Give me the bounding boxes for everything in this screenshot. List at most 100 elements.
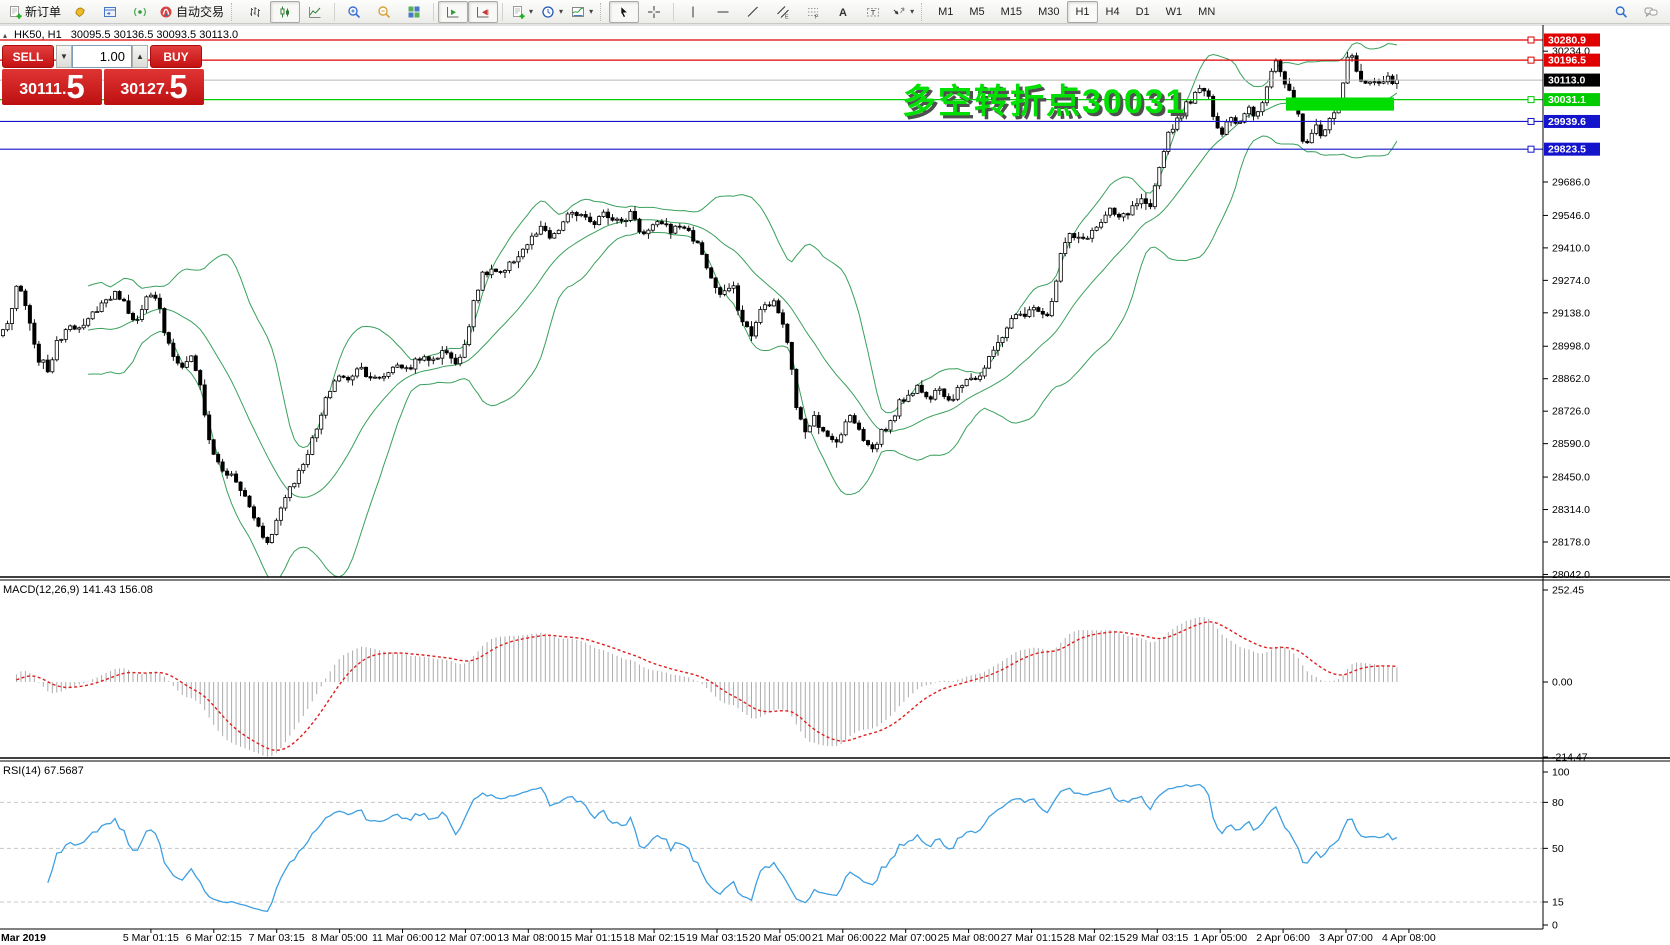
chart-shift-button[interactable] <box>468 0 499 23</box>
tile-windows-button[interactable] <box>399 1 429 23</box>
pivot-highlight-bar[interactable] <box>1286 97 1394 111</box>
time-axis-label: 19 Mar 03:15 <box>686 932 748 944</box>
time-axis-label: 11 Mar 06:00 <box>371 932 434 944</box>
timeframe-h4-button[interactable]: H4 <box>1105 5 1120 18</box>
toolbar-separator <box>231 2 237 21</box>
periods-dropdown[interactable]: ▾ <box>537 1 567 23</box>
market-watch-button[interactable] <box>65 1 95 23</box>
autotrading-button-icon <box>159 5 173 19</box>
time-axis-label: Mar 2019 <box>1 932 46 944</box>
rsi-indicator-label: RSI(14) 67.5687 <box>3 765 84 777</box>
time-axis-label: 4 Apr 08:00 <box>1382 932 1436 944</box>
price-tick-label: 28862.0 <box>1552 373 1590 385</box>
price-tick-label: 28314.0 <box>1552 504 1590 516</box>
horizontal-line-button[interactable] <box>708 1 738 23</box>
timeframe-m30-button[interactable]: M30 <box>1038 5 1060 18</box>
chevron-down-icon: ▾ <box>529 7 534 16</box>
timeframe-w1-button[interactable]: W1 <box>1165 5 1183 18</box>
sell-price-main: 30111 <box>19 81 62 98</box>
search-button[interactable] <box>1606 1 1636 23</box>
price-tick-label: 28178.0 <box>1552 536 1590 548</box>
time-axis-label: 2 Apr 06:00 <box>1256 932 1310 944</box>
support-line-1-marker[interactable] <box>1527 117 1535 125</box>
autotrading-button[interactable]: 自动交易 <box>155 1 228 23</box>
macd-tick-label: 0.00 <box>1552 677 1573 689</box>
price-tick-label: 29138.0 <box>1552 307 1590 319</box>
pivot-line-marker[interactable] <box>1527 96 1535 104</box>
toolbar-separator <box>502 2 504 21</box>
time-axis-label: 5 Mar 01:15 <box>122 932 179 944</box>
text-label-button[interactable]: T <box>858 1 888 23</box>
chart-surface[interactable] <box>0 25 1543 929</box>
resistance-line-1-marker[interactable] <box>1527 36 1535 44</box>
time-axis-label: 28 Mar 02:15 <box>1063 932 1126 944</box>
resistance-line-1-badge-label: 30280.9 <box>1548 34 1586 46</box>
shapes-dropdown[interactable]: ▾ <box>888 1 918 23</box>
buy-button[interactable]: BUY <box>150 45 202 68</box>
sell-button[interactable]: SELL <box>2 45 54 68</box>
trendline-button[interactable] <box>738 1 768 23</box>
new-order-button-label: 新订单 <box>25 5 62 19</box>
price-tick-label: 28726.0 <box>1552 406 1590 418</box>
vertical-line-button[interactable] <box>678 1 708 23</box>
data-window-button-icon <box>103 5 117 19</box>
current-price-line-badge-label: 30113.0 <box>1548 75 1586 87</box>
timeframe-mn-button[interactable]: MN <box>1198 5 1216 18</box>
volume-decrease-button[interactable]: ▼ <box>56 45 72 68</box>
signal-button[interactable] <box>125 1 155 23</box>
bar-chart-button[interactable] <box>240 1 270 23</box>
support-line-2-marker[interactable] <box>1527 145 1535 153</box>
buy-price-display[interactable]: 30127 . 5 <box>104 69 204 105</box>
zoom-out-button[interactable] <box>369 1 399 23</box>
candlestick-chart-button[interactable] <box>270 0 301 23</box>
support-line-1-badge-label: 29939.6 <box>1548 116 1586 128</box>
indicators-dropdown-icon <box>511 5 525 19</box>
indicators-dropdown[interactable]: ▾ <box>507 1 537 23</box>
svg-text:T: T <box>871 7 876 16</box>
fibonacci-button[interactable]: F <box>798 1 828 23</box>
shapes-dropdown-icon <box>892 5 906 19</box>
line-chart-button[interactable] <box>300 1 330 23</box>
text-button[interactable]: A <box>828 1 858 23</box>
bar-chart-button-icon <box>248 5 262 19</box>
auto-scroll-button[interactable] <box>438 0 469 23</box>
sell-price-display[interactable]: 30111 . 5 <box>2 69 102 105</box>
main-toolbar: 新订单 自动交易 ▾ ▾ ▾ E F A T ▾ M1 M5 M15 M30 H1 H4 D1 W1 MN <box>0 0 1670 24</box>
cursor-button[interactable] <box>609 0 640 23</box>
rsi-tick-label: 100 <box>1552 767 1570 779</box>
macd-tick-label: -214.47 <box>1552 752 1588 764</box>
svg-text:F: F <box>815 14 819 19</box>
chat-button[interactable] <box>1636 1 1666 23</box>
price-tick-label: 29546.0 <box>1552 210 1590 222</box>
chart-title: HK50, H1 30095.5 30136.5 30093.5 30113.0 <box>14 29 238 41</box>
time-axis-label: 8 Mar 05:00 <box>311 932 368 944</box>
text-button-icon: A <box>836 5 850 19</box>
time-axis-label: 22 Mar 07:00 <box>874 932 937 944</box>
rsi-tick-label: 80 <box>1552 797 1564 809</box>
new-order-button[interactable]: 新订单 <box>4 1 65 23</box>
equidistant-channel-button[interactable]: E <box>768 1 798 23</box>
crosshair-button[interactable] <box>639 1 669 23</box>
pivot-annotation-text[interactable]: 多空转折点30031 <box>902 83 1187 121</box>
macd-histogram <box>15 617 1398 757</box>
data-window-button[interactable] <box>95 1 125 23</box>
support-line-2-badge <box>1544 142 1600 156</box>
time-axis-label: 18 Mar 02:15 <box>623 932 686 944</box>
oneclick-collapse-arrow[interactable]: ▴ <box>3 31 8 40</box>
timeframe-d1-button[interactable]: D1 <box>1135 5 1150 18</box>
price-tick-label: 29274.0 <box>1552 275 1590 287</box>
zoom-in-button[interactable] <box>339 1 369 23</box>
timeframe-m5-button[interactable]: M5 <box>969 5 985 18</box>
time-axis-label: 12 Mar 07:00 <box>434 932 497 944</box>
templates-dropdown[interactable]: ▾ <box>567 1 597 23</box>
timeframe-m1-button[interactable]: M1 <box>938 5 954 18</box>
time-axis-label: 27 Mar 01:15 <box>1000 932 1063 944</box>
timeframe-m15-button[interactable]: M15 <box>1000 5 1023 18</box>
timeframe-h1-button[interactable]: H1 <box>1067 0 1098 23</box>
resistance-line-2-marker[interactable] <box>1527 56 1535 64</box>
search-button-icon <box>1614 5 1628 19</box>
crosshair-button-icon <box>647 5 661 19</box>
rsi-tick-label: 15 <box>1552 897 1564 909</box>
volume-increase-button[interactable]: ▲ <box>132 45 148 68</box>
volume-input[interactable] <box>72 45 132 68</box>
